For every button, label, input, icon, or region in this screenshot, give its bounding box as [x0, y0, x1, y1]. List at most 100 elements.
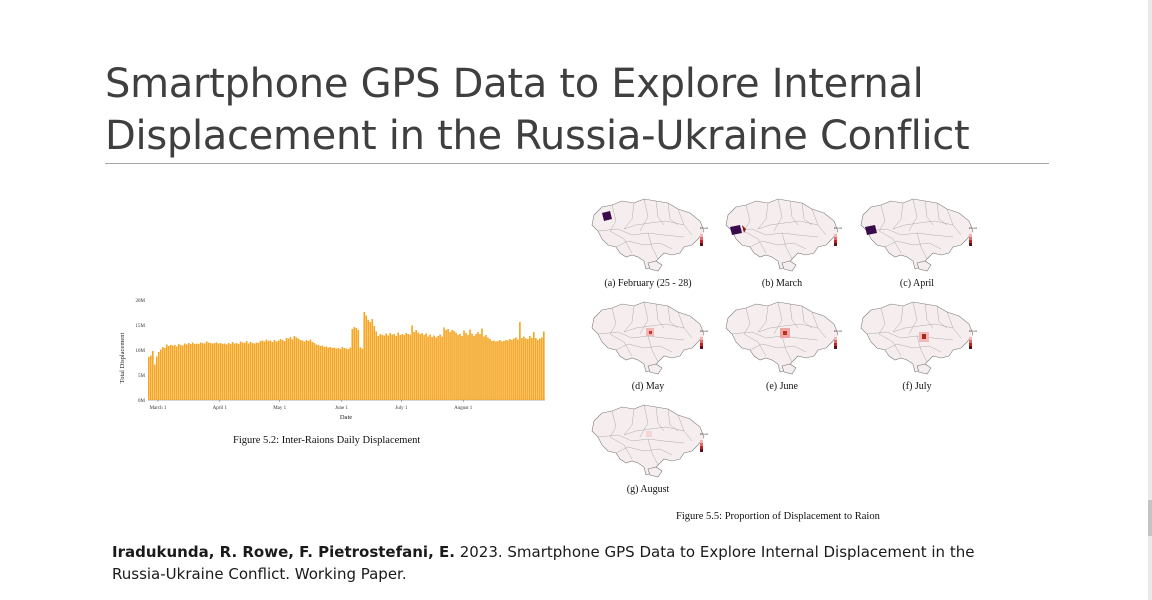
vertical-scrollbar[interactable] — [1148, 0, 1152, 600]
bar — [527, 339, 529, 400]
bar — [397, 332, 400, 400]
bar — [477, 332, 479, 400]
crimea-outline — [647, 466, 663, 478]
bar — [491, 341, 493, 400]
bar — [191, 342, 194, 400]
bar — [217, 343, 220, 400]
map-panel: Percentage (e) June — [722, 298, 842, 392]
oblast-border — [749, 240, 807, 250]
legend-swatch — [700, 234, 703, 237]
bar — [233, 343, 236, 400]
bar — [231, 342, 234, 400]
crimea-outline — [916, 363, 932, 375]
oblast-border — [878, 333, 902, 357]
bar — [287, 338, 290, 400]
oblast-border — [623, 305, 635, 333]
bar — [411, 325, 413, 400]
legend-title: Percentage — [700, 432, 708, 436]
bar — [221, 344, 224, 400]
ukraine-map: Percentage — [860, 198, 977, 272]
bar — [343, 348, 346, 400]
bar — [371, 319, 374, 400]
bar — [497, 341, 499, 400]
bar — [159, 349, 162, 400]
bar-chart-svg: Total Displacement Date 0M 5M 10M 15M 20M Ma… — [119, 299, 545, 421]
bar — [203, 343, 206, 400]
bar — [265, 339, 268, 400]
legend-title: Percentage — [700, 329, 708, 333]
legend-title: Percentage — [834, 226, 842, 230]
legend-title: Percentage — [700, 226, 708, 230]
bar — [207, 342, 210, 400]
oblast-border — [639, 404, 649, 438]
bar — [469, 329, 471, 400]
country-outline — [860, 198, 974, 270]
bar — [297, 338, 300, 400]
oblast-border — [615, 240, 673, 250]
title-divider — [105, 163, 1049, 164]
legend-swatch — [700, 237, 703, 240]
bar — [437, 336, 439, 400]
bar — [183, 343, 186, 400]
legend-swatch — [834, 234, 837, 237]
bar — [465, 333, 467, 400]
bar — [349, 347, 352, 400]
oblast-border — [609, 410, 617, 438]
bar — [449, 332, 451, 400]
bar — [197, 344, 200, 400]
map-legend: Percentage — [834, 329, 842, 349]
bar — [515, 337, 517, 400]
bar — [427, 336, 429, 400]
oblast-border — [878, 230, 902, 254]
oblast-border — [743, 204, 751, 232]
displacement-highlight — [742, 225, 746, 233]
oblast-border — [924, 303, 934, 329]
legend-title: Percentage — [969, 329, 977, 333]
bar — [361, 348, 364, 400]
oblast-border — [609, 204, 617, 232]
bar — [455, 332, 457, 400]
oblast-border — [609, 307, 617, 335]
oblast-border — [908, 301, 918, 335]
oblast-border — [639, 301, 649, 335]
crimea-outline — [781, 260, 797, 272]
legend-swatch — [700, 334, 703, 337]
bar — [519, 322, 521, 400]
legend-swatch — [969, 334, 972, 337]
x-axis-label: Date — [340, 414, 352, 421]
bar — [529, 336, 531, 400]
bar — [383, 335, 386, 400]
legend-swatch — [969, 237, 972, 240]
bar — [407, 334, 409, 400]
bar — [309, 339, 312, 400]
bar — [241, 342, 244, 400]
bar — [543, 331, 545, 400]
oblast-border — [757, 220, 819, 230]
oblast-border — [892, 305, 904, 333]
bar — [481, 328, 483, 400]
legend-swatch — [700, 243, 703, 246]
oblast-border — [878, 307, 886, 335]
map-legend: Percentage — [700, 432, 708, 452]
displacement-highlight — [865, 225, 877, 235]
bar — [193, 344, 196, 400]
bar — [489, 339, 491, 400]
bar — [451, 330, 453, 400]
bar — [395, 336, 398, 400]
bar — [299, 340, 302, 400]
oblast-border — [655, 303, 665, 329]
bar — [521, 338, 523, 400]
map-legend: Percentage — [969, 226, 977, 246]
bar — [339, 349, 342, 400]
bar — [401, 334, 403, 400]
bar — [319, 346, 322, 400]
displacement-bar-chart: Total Displacement Date 0M 5M 10M 15M 20M Ma… — [118, 292, 558, 422]
scrollbar-thumb[interactable] — [1148, 500, 1152, 536]
legend-swatch — [834, 340, 837, 343]
bar — [148, 357, 150, 400]
bar — [351, 329, 354, 400]
bar — [379, 334, 382, 400]
bar — [483, 336, 485, 400]
map-panel: Percentage (f) July — [857, 298, 977, 392]
bar — [329, 347, 332, 400]
